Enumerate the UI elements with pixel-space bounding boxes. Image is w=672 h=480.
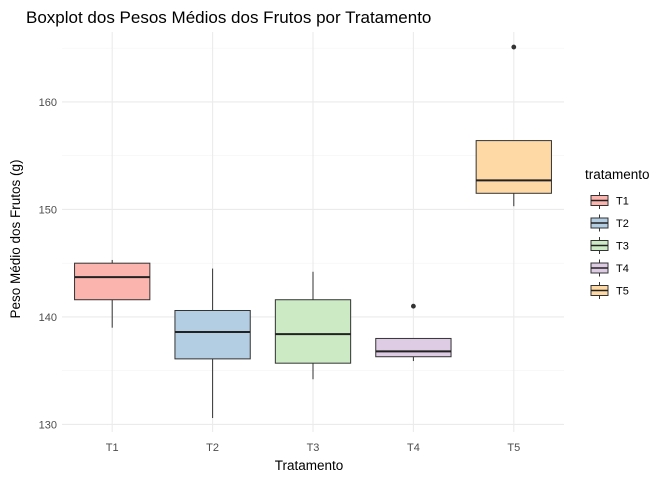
y-tick-label: 160	[39, 97, 57, 109]
x-tick-label: T4	[407, 442, 420, 454]
y-axis-ticks: 130 140 150 160	[39, 97, 57, 432]
legend-label: T3	[616, 241, 629, 253]
y-axis-title: Peso Médio dos Frutos (g)	[8, 159, 23, 318]
outlier-point	[511, 44, 517, 50]
box-body	[174, 309, 251, 360]
y-tick-label: 130	[39, 419, 57, 431]
x-tick-label: T3	[307, 442, 320, 454]
legend-label: T2	[616, 218, 629, 230]
legend-label: T1	[616, 196, 629, 208]
y-tick-label: 140	[39, 312, 57, 324]
legend-label: T4	[616, 263, 629, 275]
x-axis-ticks: T1 T2 T3 T4 T5	[106, 442, 520, 454]
x-tick-label: T2	[206, 442, 219, 454]
x-tick-label: T5	[507, 442, 520, 454]
x-axis-title: Tratamento	[275, 458, 344, 473]
legend-label: T5	[616, 286, 629, 298]
legend: tratamento T1 T2 T3 T4 T5	[585, 167, 650, 299]
legend-title: tratamento	[585, 167, 650, 182]
legend-item-t5: T5	[590, 282, 629, 299]
legend-item-t1: T1	[590, 192, 629, 209]
legend-item-t4: T4	[590, 259, 629, 277]
box-body	[274, 299, 352, 364]
box-t5	[475, 44, 552, 207]
box-body	[74, 262, 151, 301]
box-t2	[174, 268, 251, 419]
outlier-point	[411, 303, 416, 309]
chart-title: Boxplot dos Pesos Médios dos Frutos por …	[26, 8, 431, 27]
legend-item-t3: T3	[590, 237, 629, 254]
y-tick-label: 150	[39, 204, 57, 216]
box-body	[375, 337, 452, 358]
box-t3	[274, 271, 352, 380]
legend-item-t2: T2	[590, 214, 629, 232]
x-tick-label: T1	[106, 442, 119, 454]
boxes	[74, 44, 552, 419]
box-t1	[74, 259, 151, 328]
box-t4	[375, 303, 452, 362]
box-body	[475, 140, 552, 194]
